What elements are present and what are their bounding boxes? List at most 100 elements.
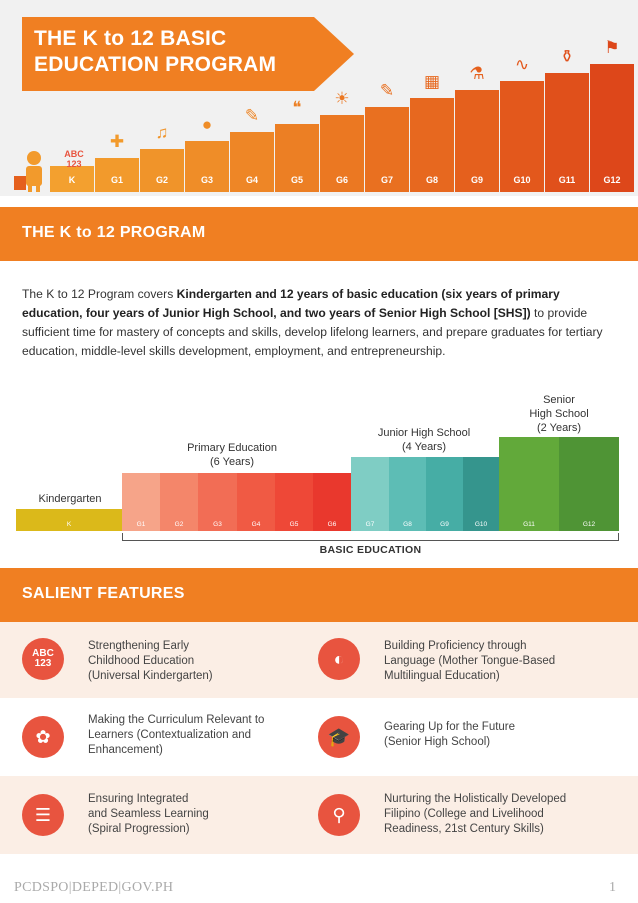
step-label: G3: [200, 175, 213, 185]
feature-future-text: Gearing Up for the Future (Senior High S…: [384, 721, 516, 748]
step-label: G2: [155, 175, 168, 185]
step-label: G5: [290, 175, 303, 185]
music-note-icon: ♫: [155, 123, 169, 142]
intro-rest-text: to provide sufficient time for mastery o…: [22, 306, 603, 358]
program-description: The K to 12 Program covers Kindergarten …: [22, 285, 620, 361]
footer-site: PCDSPO|DEPED|GOV.PH: [14, 880, 174, 895]
step-g11: G11: [545, 72, 589, 192]
grade-staircase: K G1 ✚ G2 ♫ G3 ● G4 ✎ G5 ❝ G6 ☀ G7 ✎ G8 ▦ G9 ⚗ G10 ∿ G11 ⚱ G12 ⚑: [0, 0, 638, 196]
bar-g3: G3: [198, 473, 237, 531]
program-banner-title: THE K to 12 PROGRAM: [22, 224, 206, 241]
kindergarten-label: Kindergarten: [38, 493, 102, 505]
step-g9: G9: [455, 89, 499, 192]
bar-label: G6: [327, 521, 337, 528]
bar-label: K: [66, 521, 72, 528]
abc-icon: ABC 123: [22, 638, 64, 680]
abc-123-icon: ABC 123: [60, 149, 88, 169]
title-line-2: EDUCATION PROGRAM: [34, 53, 277, 76]
step-g7: G7: [365, 106, 409, 192]
abc-numbers: 123: [66, 159, 82, 169]
step-label: K: [68, 175, 76, 185]
abc-text: ABC: [64, 149, 84, 159]
bar-label: G12: [582, 521, 596, 528]
step-label: G12: [603, 175, 621, 185]
feature-curriculum-text: Making the Curriculum Relevant to Learne…: [88, 714, 265, 756]
step-label: G1: [110, 175, 123, 185]
page-title: THE K to 12 BASIC EDUCATION PROGRAM: [34, 26, 276, 78]
child-icon: [14, 150, 46, 192]
page-number: 1: [609, 880, 616, 895]
bar-label: G8: [403, 521, 412, 528]
step-label: G7: [380, 175, 393, 185]
bar-g6: G6: [313, 473, 351, 531]
calculator-icon: ▦: [423, 72, 441, 91]
title-line-1: THE K to 12 BASIC: [34, 27, 227, 50]
title-banner-arrow: [22, 17, 354, 91]
senior-high-label: Senior High School (2 Years): [529, 394, 589, 434]
bar-g11: G11: [499, 437, 559, 531]
junior-high-label: Junior High School (4 Years): [377, 427, 471, 453]
beaker-icon: ⚱: [559, 46, 575, 66]
step-label: G9: [470, 175, 483, 185]
step-label: G11: [558, 175, 576, 185]
sun-icon: ☀: [334, 89, 350, 108]
features-banner: SALIENT FEATURES: [0, 568, 638, 622]
step-k: K: [50, 166, 94, 192]
paint-palette-icon: ✎: [244, 106, 260, 125]
graduate-icon: ⚑: [604, 38, 620, 57]
bar-label: G7: [365, 521, 375, 528]
step-g6: G6: [320, 115, 364, 192]
step-g1: G1: [95, 157, 139, 192]
intro-bold-text: Kindergarten and 12 years of basic educa…: [22, 287, 560, 320]
basic-education-label: BASIC EDUCATION: [319, 544, 422, 556]
step-g8: G8: [410, 98, 454, 192]
bar-g8: G8: [389, 457, 426, 531]
step-label: G10: [513, 175, 531, 185]
step-g5: G5: [275, 123, 319, 192]
feature-language-text: Building Proficiency through Language (M…: [384, 640, 556, 682]
puzzle-icon: ✿: [22, 716, 64, 758]
microscope-icon: ⚗: [469, 63, 485, 83]
features-banner-title: SALIENT FEATURES: [22, 585, 185, 602]
bar-g9: G9: [426, 457, 463, 531]
intro-text: The K to 12 Program covers: [22, 287, 177, 301]
bar-g2: G2: [160, 473, 198, 531]
step-g10: G10: [500, 81, 544, 192]
person-icon: ⚲: [318, 794, 360, 836]
salient-features: ABC 123 Strengthening Early Childhood Ed…: [0, 622, 638, 854]
step-label: G6: [335, 175, 348, 185]
bar-label: G11: [523, 521, 535, 528]
feature-early-childhood-text: Strengthening Early Childhood Education …: [88, 640, 213, 682]
language-icon: ◐: [318, 638, 360, 680]
bar-g5: G5: [275, 473, 313, 531]
step-label: G8: [425, 175, 438, 185]
graduation-books-icon: 🎓: [318, 716, 360, 758]
bar-label: G1: [136, 521, 146, 528]
step-g12: G12: [590, 64, 634, 192]
math-icon: ✚: [109, 131, 125, 151]
education-levels-chart: Kindergarten Primary Education (6 Years)…: [0, 385, 638, 565]
speech-bubble-icon: ❝: [292, 97, 302, 117]
feature-holistic-text: Nurturing the Holistically Developed Fil…: [384, 793, 567, 835]
pencil-icon: ✎: [379, 80, 395, 100]
primary-education-label: Primary Education (6 Years): [187, 442, 277, 468]
bar-g12: G12: [559, 437, 619, 531]
step-g3: G3: [185, 140, 229, 192]
basic-education-bracket: [122, 533, 619, 541]
bar-g4: G4: [237, 473, 275, 531]
bar-g10: G10: [463, 457, 499, 531]
program-banner: THE K to 12 PROGRAM: [0, 207, 638, 261]
title-banner: THE K to 12 BASIC EDUCATION PROGRAM: [22, 17, 354, 91]
header: K G1 ✚ G2 ♫ G3 ● G4 ✎ G5 ❝ G6 ☀ G7 ✎ G8 ▦ G9 ⚗ G10 ∿ G11 ⚱ G12 ⚑…: [0, 0, 638, 196]
bar-label: G2: [174, 521, 184, 528]
step-label: G4: [245, 175, 258, 185]
bar-label: G10: [474, 521, 488, 528]
basketball-icon: ●: [201, 114, 213, 134]
step-g4: G4: [230, 132, 274, 192]
bar-label: G5: [289, 521, 299, 528]
graph-icon: ∿: [514, 55, 530, 74]
bar-label: G4: [251, 521, 261, 528]
bar-g7: G7: [351, 457, 389, 531]
bar-label: G9: [440, 521, 449, 528]
step-g2: G2: [140, 149, 184, 192]
